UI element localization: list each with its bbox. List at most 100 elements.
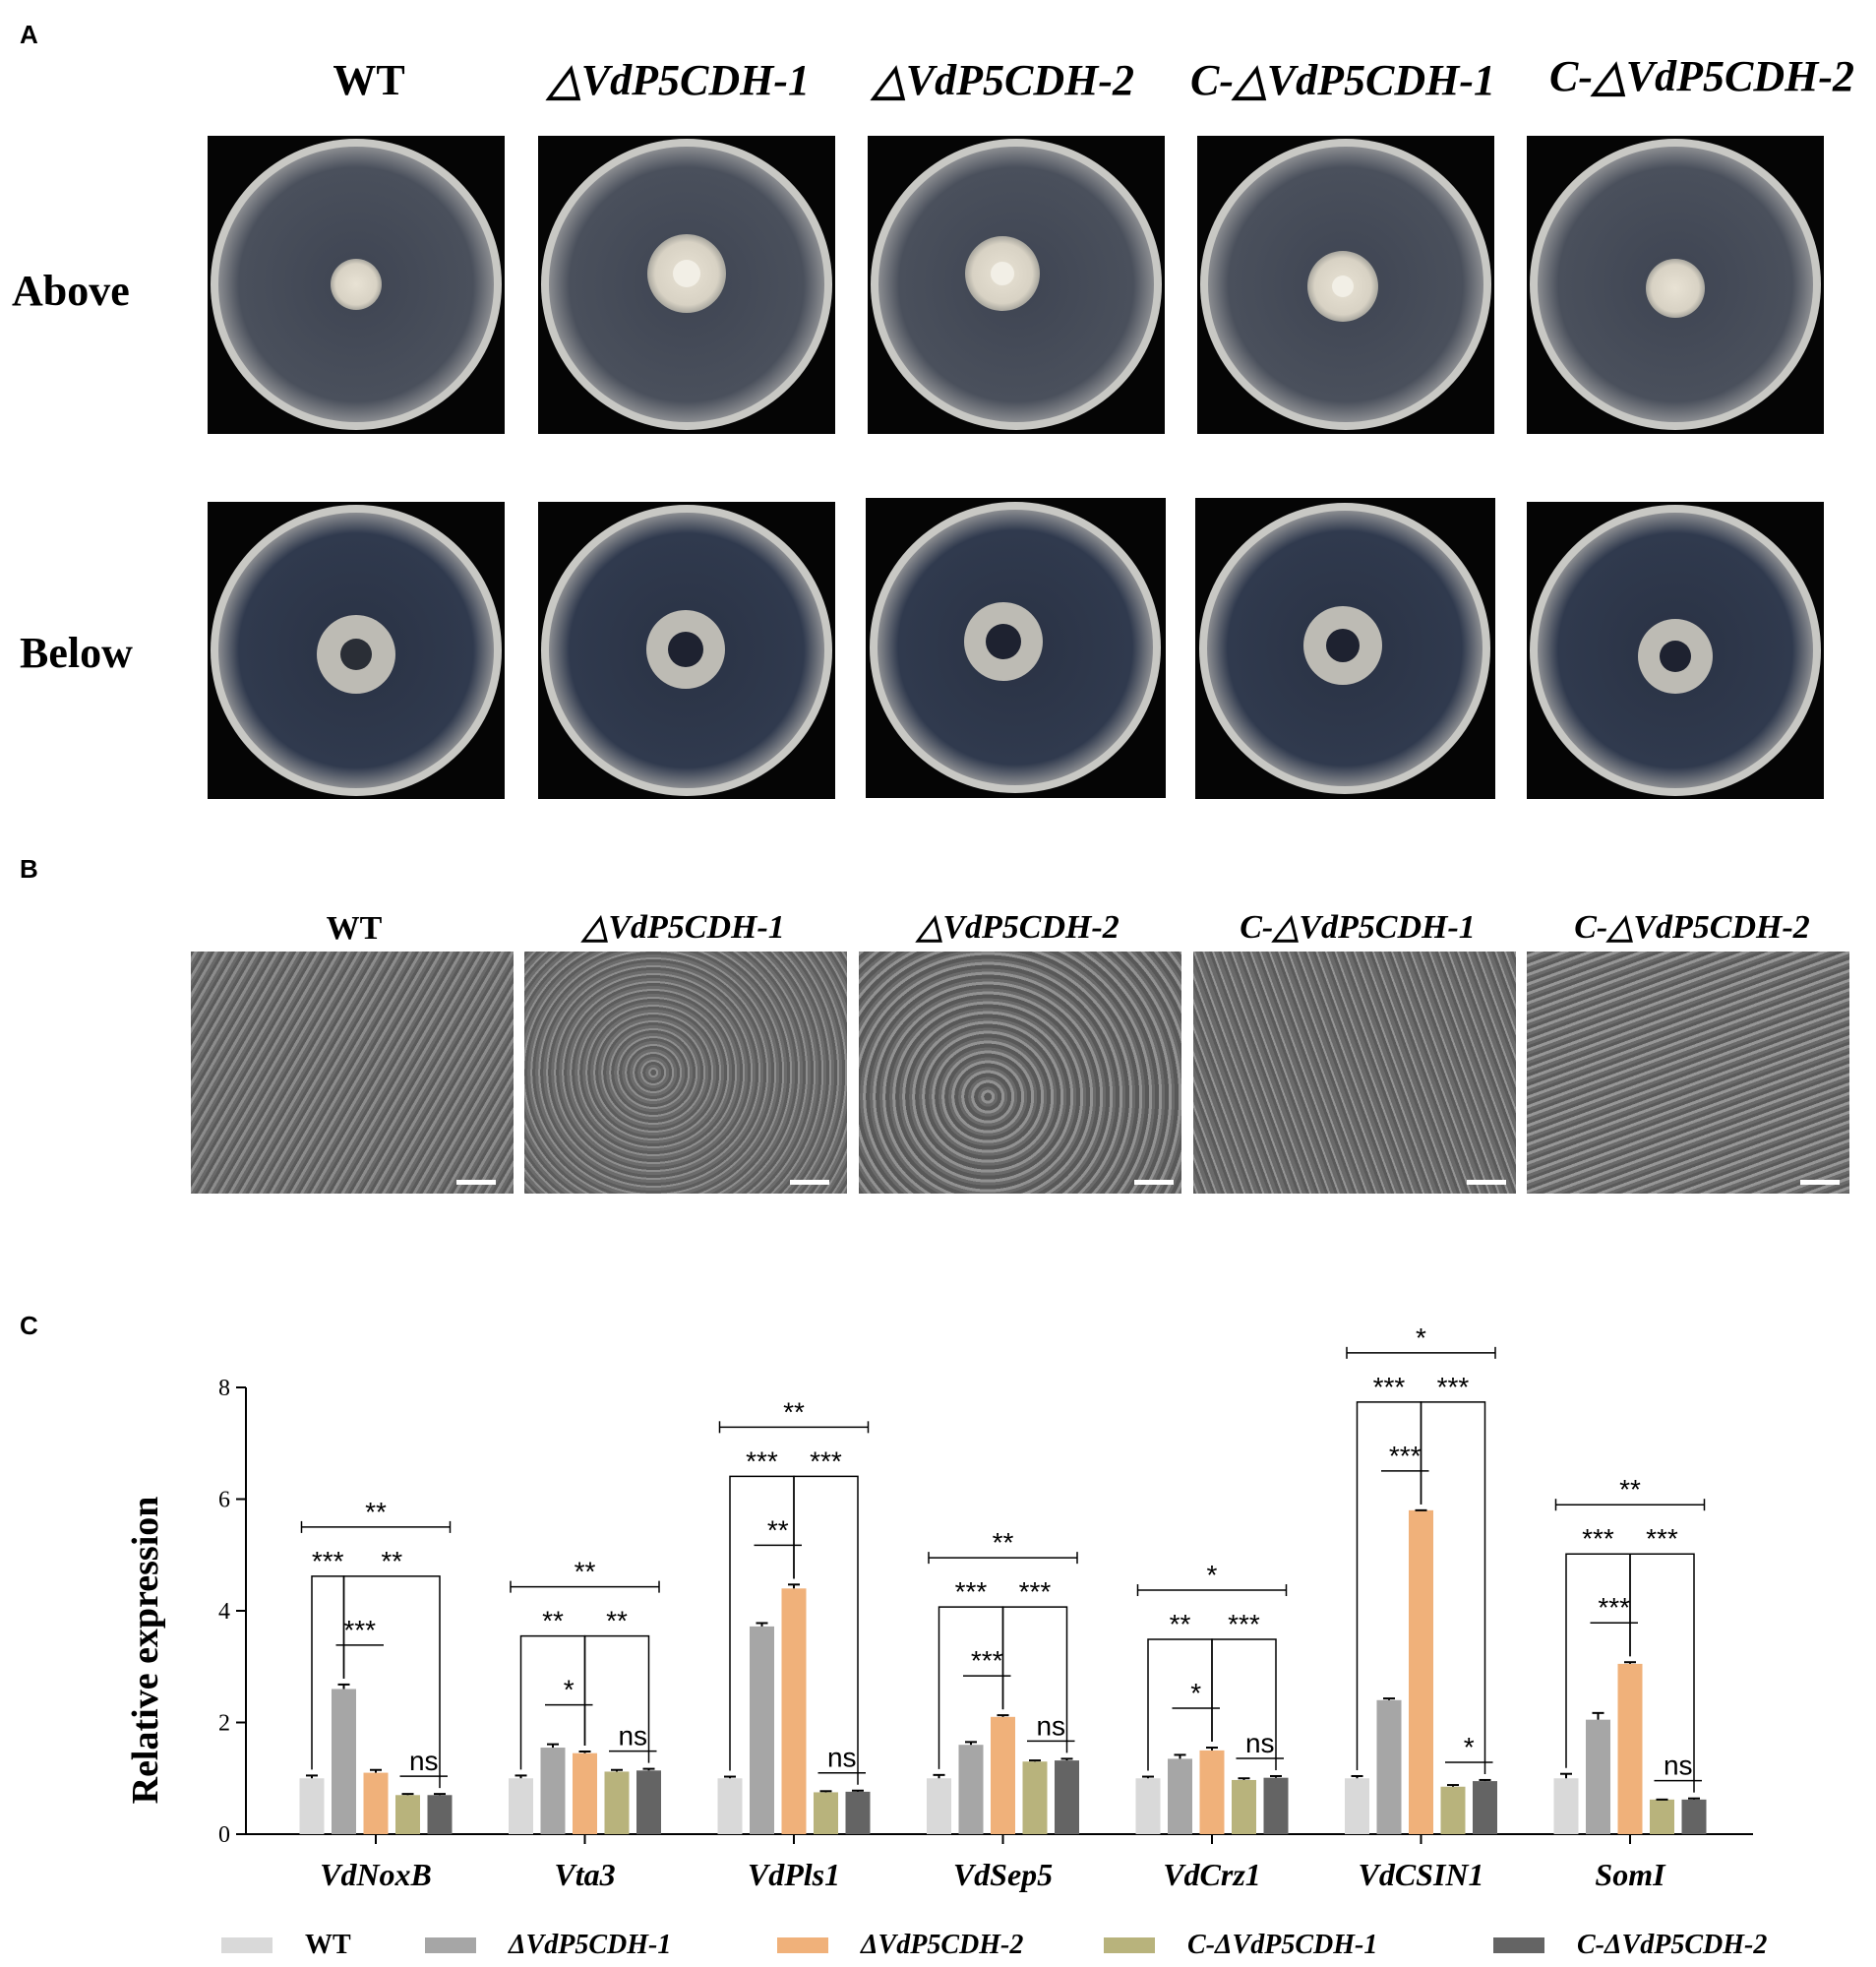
bar bbox=[604, 1771, 630, 1834]
significance-label: ** bbox=[606, 1606, 628, 1636]
y-axis-label: Relative expression bbox=[125, 1497, 166, 1805]
plate-column-header-del2: △VdP5CDH-2 bbox=[872, 56, 1135, 104]
x-tick-label: VdCSIN1 bbox=[1358, 1857, 1483, 1892]
bar bbox=[845, 1791, 871, 1834]
significance-label: ** bbox=[381, 1546, 402, 1576]
bar bbox=[1473, 1781, 1497, 1834]
significance-bracket bbox=[342, 1575, 441, 1789]
significance-label: ns bbox=[1664, 1751, 1693, 1781]
y-tick-label: 0 bbox=[218, 1822, 230, 1848]
bar bbox=[781, 1588, 807, 1834]
legend-label: ΔVdP5CDH-1 bbox=[508, 1930, 671, 1960]
significance-label: ns bbox=[618, 1721, 647, 1752]
legend-swatch bbox=[221, 1937, 272, 1953]
y-tick-label: 8 bbox=[218, 1376, 230, 1401]
plate-above-comp2 bbox=[1527, 136, 1824, 434]
x-tick-label: VdPls1 bbox=[748, 1857, 840, 1892]
petri-dish-image bbox=[1530, 139, 1821, 430]
plate-below-del1 bbox=[538, 502, 835, 799]
petri-dish-image bbox=[871, 139, 1162, 430]
sem-column-header-del2: △VdP5CDH-2 bbox=[917, 909, 1120, 946]
significance-label: *** bbox=[1582, 1523, 1614, 1554]
bar bbox=[1376, 1699, 1402, 1834]
significance-label: *** bbox=[1373, 1372, 1406, 1402]
significance-label: ** bbox=[1619, 1474, 1641, 1505]
sem-column-header-comp1: C-△VdP5CDH-1 bbox=[1240, 909, 1476, 946]
panel-a-label: A bbox=[20, 20, 38, 49]
bar bbox=[1409, 1509, 1433, 1834]
significance-label: * bbox=[1190, 1678, 1201, 1708]
significance-label: ** bbox=[365, 1497, 387, 1527]
bar bbox=[1650, 1799, 1674, 1834]
y-tick-label: 2 bbox=[218, 1711, 230, 1737]
bar bbox=[1553, 1778, 1579, 1834]
bar bbox=[363, 1772, 389, 1834]
bar bbox=[1617, 1663, 1643, 1834]
plate-below-del2 bbox=[866, 498, 1166, 798]
significance-label: *** bbox=[312, 1546, 344, 1576]
legend-label: C-ΔVdP5CDH-2 bbox=[1577, 1930, 1767, 1960]
legend-swatch bbox=[1493, 1937, 1544, 1953]
petri-dish-image bbox=[541, 505, 832, 796]
legend-swatch bbox=[1104, 1937, 1155, 1953]
sem-column-header-wt: WT bbox=[326, 910, 383, 947]
significance-label: * bbox=[1416, 1322, 1426, 1353]
scale-bar bbox=[790, 1180, 829, 1185]
bar bbox=[927, 1778, 951, 1834]
significance-label: ns bbox=[1245, 1728, 1275, 1758]
sem-column-header-del1: △VdP5CDH-1 bbox=[582, 909, 785, 946]
plate-below-comp1 bbox=[1195, 498, 1495, 799]
x-tick-label: VdNoxB bbox=[320, 1857, 432, 1892]
bar bbox=[540, 1748, 566, 1834]
significance-label: *** bbox=[971, 1645, 1003, 1676]
panel-b-label: B bbox=[20, 854, 38, 884]
row-label-below: Below bbox=[20, 629, 133, 677]
plate-above-comp1 bbox=[1197, 136, 1494, 434]
x-tick-label: Vta3 bbox=[554, 1857, 615, 1892]
bar bbox=[750, 1626, 774, 1834]
scale-bar bbox=[1467, 1180, 1506, 1185]
bar bbox=[573, 1752, 597, 1834]
legend-swatch bbox=[425, 1937, 476, 1953]
significance-label: *** bbox=[1019, 1576, 1052, 1607]
significance-label: ** bbox=[542, 1606, 564, 1636]
y-tick-label: 4 bbox=[218, 1599, 230, 1625]
significance-label: *** bbox=[1598, 1592, 1630, 1623]
sem-image-comp1 bbox=[1193, 952, 1516, 1194]
significance-bracket bbox=[1001, 1606, 1068, 1753]
plate-column-header-wt: WT bbox=[333, 56, 405, 104]
plate-column-header-del1: △VdP5CDH-1 bbox=[547, 56, 811, 104]
row-label-above: Above bbox=[12, 267, 130, 315]
petri-dish-image bbox=[1530, 505, 1821, 796]
significance-label: ns bbox=[827, 1743, 857, 1773]
bar bbox=[717, 1778, 743, 1834]
plate-below-wt bbox=[208, 502, 505, 799]
bar bbox=[1022, 1761, 1048, 1834]
petri-dish-image bbox=[1199, 503, 1490, 794]
bar bbox=[1263, 1777, 1289, 1834]
significance-bracket bbox=[1211, 1638, 1277, 1770]
bar bbox=[1586, 1719, 1610, 1834]
bar bbox=[1055, 1760, 1079, 1834]
petri-dish-image bbox=[870, 502, 1161, 793]
significance-label: *** bbox=[1389, 1441, 1422, 1471]
legend-label: WT bbox=[305, 1930, 351, 1960]
scale-bar bbox=[1800, 1180, 1840, 1185]
x-tick-label: VdCrz1 bbox=[1163, 1857, 1261, 1892]
bar bbox=[1232, 1779, 1256, 1834]
significance-label: ns bbox=[1036, 1710, 1065, 1741]
significance-label: ** bbox=[783, 1396, 805, 1427]
bar bbox=[636, 1770, 661, 1834]
plate-column-header-comp2: C-△VdP5CDH-2 bbox=[1548, 52, 1855, 100]
plate-above-wt bbox=[208, 136, 505, 434]
significance-bracket bbox=[583, 1634, 650, 1763]
significance-label: ** bbox=[575, 1557, 596, 1587]
bar bbox=[1135, 1778, 1161, 1834]
bar bbox=[509, 1778, 533, 1834]
significance-label: * bbox=[1207, 1560, 1218, 1590]
significance-bracket bbox=[793, 1475, 859, 1785]
bar bbox=[395, 1795, 420, 1834]
petri-dish-image bbox=[541, 139, 832, 430]
significance-label: * bbox=[564, 1675, 575, 1705]
y-tick-label: 6 bbox=[218, 1488, 230, 1513]
